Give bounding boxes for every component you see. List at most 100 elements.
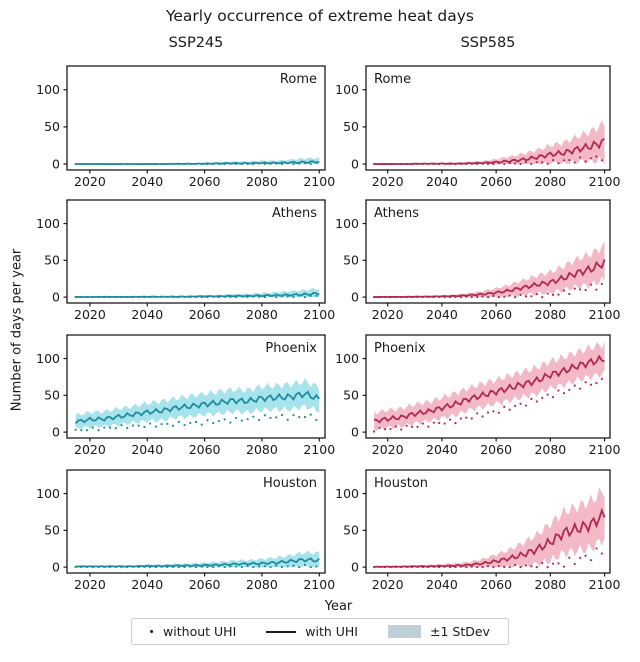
x-ticks-athens-ssp585: 2020 2040 2060 2080 2100 — [372, 303, 621, 322]
x-ticks-phoenix-ssp245: 2020 2040 2060 2080 2100 — [74, 438, 335, 457]
svg-text:50: 50 — [44, 119, 60, 134]
svg-text:50: 50 — [343, 523, 359, 538]
svg-text:2100: 2100 — [589, 174, 621, 189]
svg-text:2020: 2020 — [372, 577, 404, 592]
svg-text:2020: 2020 — [372, 174, 404, 189]
with-uhi-line-phoenix-ssp585 — [373, 354, 605, 424]
column-title-ssp245: SSP245 — [168, 35, 224, 51]
y-ticks-athens-ssp585: 0 50 100 — [335, 216, 366, 304]
without-uhi-dots-phoenix-ssp585 — [373, 377, 603, 433]
svg-text:2100: 2100 — [303, 442, 335, 457]
with-uhi-line-rome-ssp245 — [75, 160, 320, 165]
svg-text:100: 100 — [36, 216, 60, 231]
y-ticks-phoenix-ssp245: 0 50 100 — [36, 351, 67, 439]
svg-text:2020: 2020 — [74, 174, 106, 189]
panel-phoenix-ssp585: 2020 2040 2060 2080 2100 0 50 100 Phoenix — [335, 334, 621, 457]
svg-text:2060: 2060 — [480, 577, 512, 592]
svg-text:2040: 2040 — [131, 174, 163, 189]
svg-text:50: 50 — [343, 119, 359, 134]
x-ticks-rome-ssp585: 2020 2040 2060 2080 2100 — [372, 170, 621, 189]
y-ticks-houston-ssp585: 0 50 100 — [335, 486, 366, 574]
svg-text:100: 100 — [36, 82, 60, 97]
stdev-band-phoenix-ssp585 — [374, 341, 605, 431]
x-ticks-houston-ssp245: 2020 2040 2060 2080 2100 — [74, 573, 335, 592]
svg-text:2080: 2080 — [246, 577, 278, 592]
city-label-athens-ssp245: Athens — [272, 206, 317, 221]
svg-text:2100: 2100 — [303, 307, 335, 322]
city-label-houston-ssp245: Houston — [263, 476, 317, 491]
svg-text:2040: 2040 — [426, 307, 458, 322]
with-uhi-line-rome-ssp585 — [374, 138, 605, 165]
x-ticks-rome-ssp245: 2020 2040 2060 2080 2100 — [74, 170, 335, 189]
legend-label-without-uhi: without UHI — [163, 624, 237, 639]
stdev-band-houston-ssp245 — [75, 550, 320, 568]
svg-text:2020: 2020 — [74, 577, 106, 592]
svg-text:50: 50 — [343, 388, 359, 403]
svg-text:2080: 2080 — [246, 307, 278, 322]
svg-text:2100: 2100 — [303, 577, 335, 592]
svg-text:2040: 2040 — [131, 307, 163, 322]
svg-text:0: 0 — [351, 156, 359, 171]
y-ticks-rome-ssp245: 0 50 100 — [36, 82, 67, 171]
city-label-rome-ssp585: Rome — [374, 72, 411, 87]
panel-houston-ssp245: 2020 2040 2060 2080 2100 0 50 100 Houston — [36, 469, 335, 592]
stdev-band-athens-ssp585 — [374, 241, 605, 298]
svg-text:2080: 2080 — [246, 174, 278, 189]
axes-frame-athens-ssp585 — [365, 199, 611, 304]
svg-text:0: 0 — [52, 559, 60, 574]
y-ticks-phoenix-ssp585: 0 50 100 — [335, 351, 366, 439]
figure-title: Yearly occurrence of extreme heat days — [165, 7, 474, 25]
svg-text:100: 100 — [335, 216, 359, 231]
panel-rome-ssp585: 2020 2040 2060 2080 2100 0 50 100 Rome — [335, 65, 621, 189]
x-ticks-houston-ssp585: 2020 2040 2060 2080 2100 — [372, 573, 621, 592]
svg-text:2060: 2060 — [189, 577, 221, 592]
axes-frame-phoenix-ssp245 — [66, 334, 326, 439]
svg-text:2100: 2100 — [589, 307, 621, 322]
svg-text:2020: 2020 — [74, 307, 106, 322]
with-uhi-line-houston-ssp585 — [374, 507, 606, 568]
svg-text:2080: 2080 — [534, 577, 566, 592]
svg-text:2080: 2080 — [534, 307, 566, 322]
without-uhi-marker-icon — [150, 630, 154, 633]
svg-text:2060: 2060 — [480, 307, 512, 322]
city-label-phoenix-ssp245: Phoenix — [265, 341, 317, 356]
svg-text:2080: 2080 — [534, 442, 566, 457]
stdev-band-houston-ssp585 — [374, 487, 605, 568]
svg-text:0: 0 — [351, 424, 359, 439]
axes-frame-houston-ssp245 — [66, 469, 326, 574]
with-uhi-line-icon — [266, 630, 297, 633]
svg-text:0: 0 — [52, 289, 60, 304]
y-ticks-athens-ssp245: 0 50 100 — [36, 216, 67, 304]
svg-text:50: 50 — [44, 388, 60, 403]
y-ticks-houston-ssp245: 0 50 100 — [36, 486, 67, 574]
svg-text:2060: 2060 — [189, 442, 221, 457]
legend-label-stdev: ±1 StDev — [429, 624, 490, 639]
with-uhi-line-athens-ssp245 — [75, 291, 320, 298]
svg-text:2060: 2060 — [189, 307, 221, 322]
svg-text:2040: 2040 — [426, 577, 458, 592]
without-uhi-dots-phoenix-ssp245 — [74, 413, 318, 432]
svg-text:2040: 2040 — [131, 442, 163, 457]
svg-text:2100: 2100 — [303, 174, 335, 189]
svg-text:2080: 2080 — [246, 442, 278, 457]
svg-text:2020: 2020 — [372, 307, 404, 322]
svg-text:100: 100 — [335, 82, 359, 97]
with-uhi-line-houston-ssp245 — [75, 557, 320, 568]
svg-text:100: 100 — [36, 486, 60, 501]
x-ticks-athens-ssp245: 2020 2040 2060 2080 2100 — [74, 303, 335, 322]
svg-text:2060: 2060 — [480, 442, 512, 457]
svg-text:2020: 2020 — [74, 442, 106, 457]
stdev-band-rome-ssp585 — [374, 119, 605, 165]
panel-athens-ssp245: 2020 2040 2060 2080 2100 0 50 100 Athens — [36, 199, 335, 322]
x-ticks-phoenix-ssp585: 2020 2040 2060 2080 2100 — [372, 438, 621, 457]
axes-frame-houston-ssp585 — [365, 469, 611, 574]
axes-frame-phoenix-ssp585 — [365, 334, 611, 439]
panel-houston-ssp585: 2020 2040 2060 2080 2100 0 50 100 Houston — [335, 469, 621, 592]
svg-text:2100: 2100 — [589, 442, 621, 457]
panel-phoenix-ssp245: 2020 2040 2060 2080 2100 0 50 100 Phoenix — [36, 334, 335, 457]
city-label-rome-ssp245: Rome — [280, 72, 317, 87]
panel-athens-ssp585: 2020 2040 2060 2080 2100 0 50 100 Athens — [335, 199, 621, 322]
svg-text:2060: 2060 — [189, 174, 221, 189]
y-ticks-rome-ssp585: 0 50 100 — [335, 82, 366, 171]
